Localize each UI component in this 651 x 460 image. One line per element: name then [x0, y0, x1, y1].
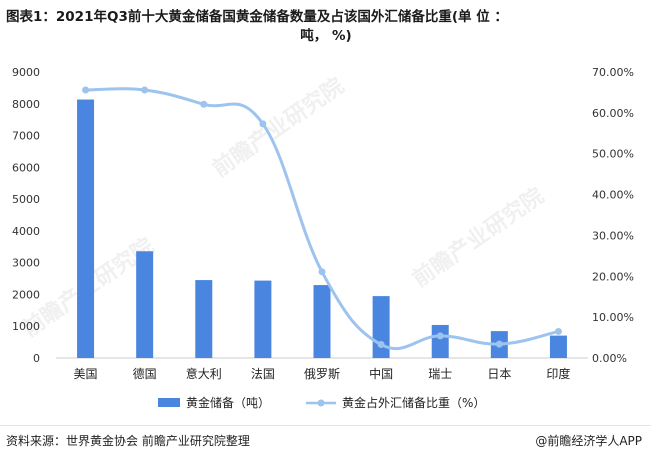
y-left-tick-label: 5000: [12, 193, 40, 206]
footer: 资料来源：世界黄金协会 前瞻产业研究院整理 @前瞻经济学人APP: [6, 432, 646, 452]
ratio-point-9: [554, 327, 562, 335]
y-left-tick-label: 3000: [12, 257, 40, 270]
legend-swatch-bars: [158, 398, 180, 407]
footer-divider: [0, 425, 651, 426]
legend-label-bars: 黄金储备（吨）: [186, 395, 270, 410]
y-left-tick-label: 7000: [12, 130, 40, 143]
x-tick-label: 中国: [369, 366, 393, 381]
bar-4: [254, 280, 272, 358]
y-right-tick-label: 70.00%: [592, 66, 634, 79]
y-left-tick-label: 4000: [12, 225, 40, 238]
x-tick-label: 日本: [487, 367, 511, 381]
y-right-tick-label: 40.00%: [592, 189, 634, 202]
chart-canvas: 0 1000 2000 3000 4000 5000 6000 7000 8000 9000 0.0…: [12, 66, 634, 410]
bar-7: [431, 324, 449, 358]
x-tick-label: 俄罗斯: [304, 367, 340, 381]
x-tick-label: 德国: [133, 366, 157, 381]
chart-title: 图表1：2021年Q3前十大黄金储备国黄金储备数量及占该国外汇储备比重(单 位 …: [6, 8, 646, 46]
y-right-tick-label: 60.00%: [592, 107, 634, 120]
x-tick-label: 法国: [251, 367, 275, 381]
y-left-tick-label: 9000: [12, 66, 40, 79]
y-right-tick-label: 30.00%: [592, 229, 634, 242]
x-tick-label: 美国: [74, 367, 98, 381]
legend-label-line: 黄金占外汇储备比重（%）: [342, 395, 485, 410]
ratio-point-8: [495, 340, 503, 348]
ratio-line: [85, 87, 559, 351]
y-left-tick-label: 1000: [12, 320, 40, 333]
ratio-point-4: [259, 120, 267, 128]
ratio-point-1: [82, 86, 90, 94]
y-left-tick-label: 2000: [12, 288, 40, 301]
bar-3: [195, 280, 213, 358]
bar-1: [77, 99, 95, 358]
x-tick-label: 印度: [546, 366, 570, 381]
bar-9: [549, 335, 567, 358]
bar-2: [136, 251, 154, 358]
x-tick-label: 意大利: [186, 366, 222, 381]
y-left-tick-label: 8000: [12, 98, 40, 111]
y-right-tick-label: 50.00%: [592, 148, 634, 161]
x-tick-label: 瑞士: [428, 367, 452, 381]
bar-6: [372, 296, 390, 358]
ratio-point-2: [141, 86, 149, 94]
ratio-point-3: [200, 100, 208, 108]
app-credit: @前瞻经济学人APP: [535, 434, 642, 448]
y-right-tick-label: 0.00%: [592, 352, 627, 365]
y-left-tick-label: 6000: [12, 161, 40, 174]
y-left-tick-label: 0: [33, 352, 40, 365]
ratio-point-6: [377, 341, 385, 349]
y-right-tick-label: 10.00%: [592, 311, 634, 324]
chart-title-line2: 吨， %): [300, 28, 352, 44]
bar-5: [313, 285, 331, 358]
source-note: 资料来源：世界黄金协会 前瞻产业研究院整理: [6, 434, 250, 448]
ratio-point-5: [318, 268, 326, 276]
y-right-tick-label: 20.00%: [592, 270, 634, 283]
ratio-point-7: [436, 332, 444, 340]
legend-swatch-marker: [317, 399, 325, 407]
chart-title-line1: 图表1：2021年Q3前十大黄金储备国黄金储备数量及占该国外汇储备比重(单 位 …: [6, 9, 508, 25]
